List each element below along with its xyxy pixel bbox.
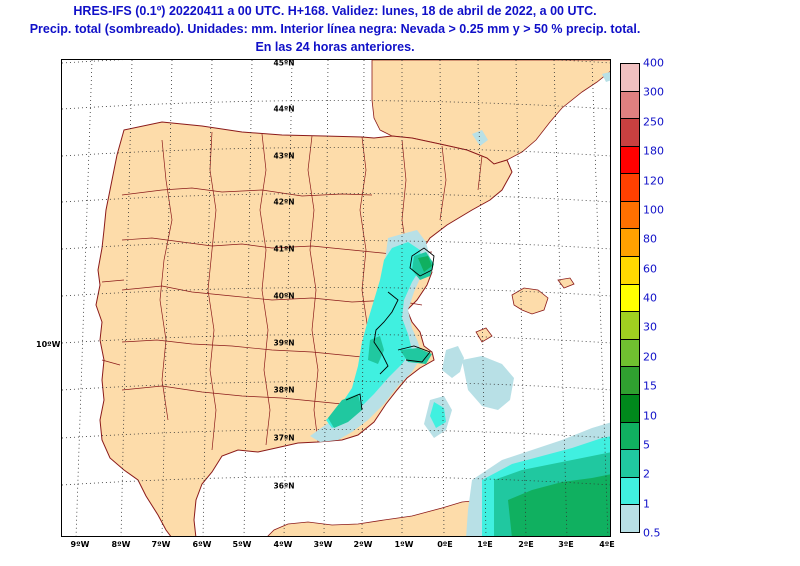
ibiza-island bbox=[475, 327, 493, 343]
lat-label-45n: 45ºN bbox=[273, 59, 295, 68]
map-panel: 45ºN 44ºN 43ºN 42ºN 41ºN 40ºN 39ºN 38ºN … bbox=[61, 59, 611, 537]
colorbar-label: 20 bbox=[643, 350, 657, 364]
precip-light-area bbox=[462, 356, 514, 410]
lat-label-44n: 44ºN bbox=[273, 104, 295, 114]
precipitation-colorbar bbox=[620, 63, 640, 533]
colorbar-label: 300 bbox=[643, 85, 664, 99]
precip-2mm-area bbox=[368, 336, 384, 364]
snow-contour bbox=[345, 247, 435, 411]
precip-light-area bbox=[472, 130, 488, 146]
colorbar-label: 400 bbox=[643, 56, 664, 70]
colorbar-swatch bbox=[621, 449, 639, 477]
colorbar-swatch bbox=[621, 145, 639, 174]
colorbar-label: 250 bbox=[643, 115, 664, 129]
colorbar-swatch bbox=[621, 366, 639, 395]
lat-label-40n: 40ºN bbox=[273, 291, 295, 301]
map-title-line-2: Precip. total (sombreado). Unidades: mm.… bbox=[29, 22, 641, 36]
map-title-line-3: En las 24 horas anteriores. bbox=[255, 40, 415, 54]
lon-label-2e: 2ºE bbox=[518, 540, 534, 549]
lon-label-4e: 4ºE bbox=[599, 540, 615, 549]
precip-light-area bbox=[602, 72, 610, 82]
lon-label-1w: 1ºW bbox=[394, 540, 414, 549]
colorbar-swatch bbox=[621, 256, 639, 284]
lon-label-2w: 2ºW bbox=[353, 540, 373, 549]
colorbar-swatch bbox=[621, 476, 639, 505]
lon-label-3e: 3ºE bbox=[558, 540, 574, 549]
lon-label-4w: 4ºW bbox=[273, 540, 293, 549]
precip-5mm-area bbox=[508, 474, 610, 536]
colorbar-label: 60 bbox=[643, 262, 657, 276]
precipitation-shading-5mm bbox=[418, 256, 610, 536]
map-title-line-1: HRES-IFS (0.1º) 20220411 a 00 UTC. H+168… bbox=[73, 4, 597, 18]
lat-label-43n: 43ºN bbox=[273, 151, 295, 161]
colorbar-label: 80 bbox=[643, 232, 657, 246]
colorbar-label: 180 bbox=[643, 144, 664, 158]
precip-1mm-area bbox=[430, 402, 446, 428]
graticule bbox=[62, 60, 610, 536]
colorbar-swatch bbox=[621, 338, 639, 367]
map-canvas bbox=[62, 60, 610, 536]
precip-light-area bbox=[442, 346, 464, 378]
lon-label-0e: 0ºE bbox=[437, 540, 453, 549]
colorbar-label: 5 bbox=[643, 438, 650, 452]
lon-label-10w: 10ºW bbox=[36, 340, 61, 349]
colorbar-swatch bbox=[621, 311, 639, 339]
lon-label-6w: 6ºW bbox=[192, 540, 212, 549]
colorbar-swatch bbox=[621, 228, 639, 257]
colorbar-swatch bbox=[621, 118, 639, 146]
lon-label-9w: 9ºW bbox=[70, 540, 90, 549]
colorbar-label: 2 bbox=[643, 467, 650, 481]
colorbar-label: 120 bbox=[643, 174, 664, 187]
colorbar-swatch bbox=[621, 283, 639, 312]
lon-label-8w: 8ºW bbox=[111, 540, 131, 549]
lat-label-36n: 36ºN bbox=[273, 481, 295, 491]
lat-label-38n: 38ºN bbox=[273, 385, 295, 395]
colorbar-label: 30 bbox=[643, 320, 657, 334]
lat-label-39n: 39ºN bbox=[273, 338, 295, 348]
colorbar-swatch bbox=[621, 90, 639, 119]
lat-label-37n: 37ºN bbox=[273, 433, 295, 443]
lat-label-42n: 42ºN bbox=[273, 197, 295, 207]
colorbar-swatch bbox=[621, 200, 639, 229]
colorbar-label: 0.5 bbox=[643, 526, 661, 540]
iberia-land bbox=[95, 121, 513, 536]
colorbar-swatch bbox=[621, 63, 639, 91]
colorbar-label: 10 bbox=[643, 409, 657, 422]
lon-label-5w: 5ºW bbox=[232, 540, 252, 549]
colorbar-label: 1 bbox=[643, 497, 650, 511]
colorbar-swatch bbox=[621, 421, 639, 450]
lon-label-1e: 1ºE bbox=[477, 540, 493, 549]
colorbar-swatch bbox=[621, 504, 639, 532]
mallorca-island bbox=[511, 287, 549, 315]
menorca-island bbox=[557, 277, 575, 289]
lon-label-7w: 7ºW bbox=[151, 540, 171, 549]
lon-label-3w: 3ºW bbox=[313, 540, 333, 549]
colorbar-label: 40 bbox=[643, 291, 657, 305]
precip-2mm-area bbox=[328, 394, 362, 428]
colorbar-label: 100 bbox=[643, 203, 664, 217]
precip-5mm-area bbox=[418, 256, 432, 272]
colorbar-swatch bbox=[621, 173, 639, 201]
colorbar-label: 15 bbox=[643, 379, 657, 393]
lat-label-41n: 41ºN bbox=[273, 244, 295, 254]
colorbar-swatch bbox=[621, 394, 639, 422]
